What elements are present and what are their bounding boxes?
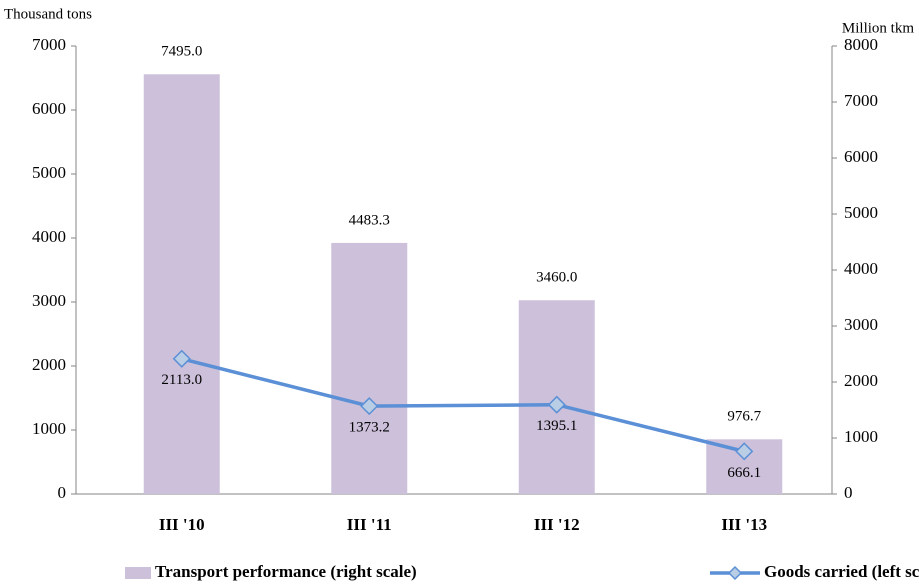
line-value-label: 666.1	[727, 465, 761, 481]
y-tick-label: 6000	[32, 99, 66, 118]
y-tick-label: 1000	[32, 419, 66, 438]
y2-tick-label: 5000	[844, 203, 878, 222]
line-marker	[735, 442, 754, 461]
legend-label: Transport performance (right scale)	[155, 562, 417, 581]
bar-value-label: 3460.0	[536, 270, 577, 286]
line-marker	[172, 349, 191, 368]
bar-value-label: 7495.0	[161, 44, 202, 60]
x-tick-label: III '13	[721, 515, 767, 534]
legend-swatch	[125, 567, 151, 579]
legend-label: Goods carried (left scale)	[764, 562, 919, 581]
y-axis-title: Thousand tons	[4, 6, 92, 22]
legend-marker	[727, 565, 743, 581]
y2-tick-label: 4000	[844, 259, 878, 278]
y2-tick-label: 7000	[844, 91, 878, 110]
bar-value-label: 976.7	[727, 409, 761, 425]
y-tick-label: 3000	[32, 291, 66, 310]
line-marker	[360, 397, 379, 416]
line-value-label: 2113.0	[161, 372, 202, 388]
bar-value-label: 4483.3	[349, 212, 390, 228]
y2-tick-label: 0	[844, 483, 853, 502]
line-value-label: 1373.2	[349, 420, 390, 436]
y-tick-label: 2000	[32, 355, 66, 374]
x-tick-label: III '10	[159, 515, 205, 534]
y-tick-label: 4000	[32, 227, 66, 246]
y-tick-label: 5000	[32, 163, 66, 182]
y-tick-label: 7000	[32, 35, 66, 54]
line-value-label: 1395.1	[536, 418, 577, 434]
x-tick-label: III '11	[347, 515, 392, 534]
y2-axis-title: Million tkm	[842, 20, 914, 36]
line-marker	[547, 395, 566, 414]
y-tick-label: 0	[58, 483, 67, 502]
bar	[143, 74, 220, 494]
x-tick-label: III '12	[534, 515, 580, 534]
y2-tick-label: 8000	[844, 35, 878, 54]
line	[181, 357, 745, 454]
y2-tick-label: 6000	[844, 147, 878, 166]
y2-tick-label: 3000	[844, 315, 878, 334]
y2-tick-label: 1000	[844, 427, 878, 446]
bar	[331, 242, 408, 494]
y2-tick-label: 2000	[844, 371, 878, 390]
